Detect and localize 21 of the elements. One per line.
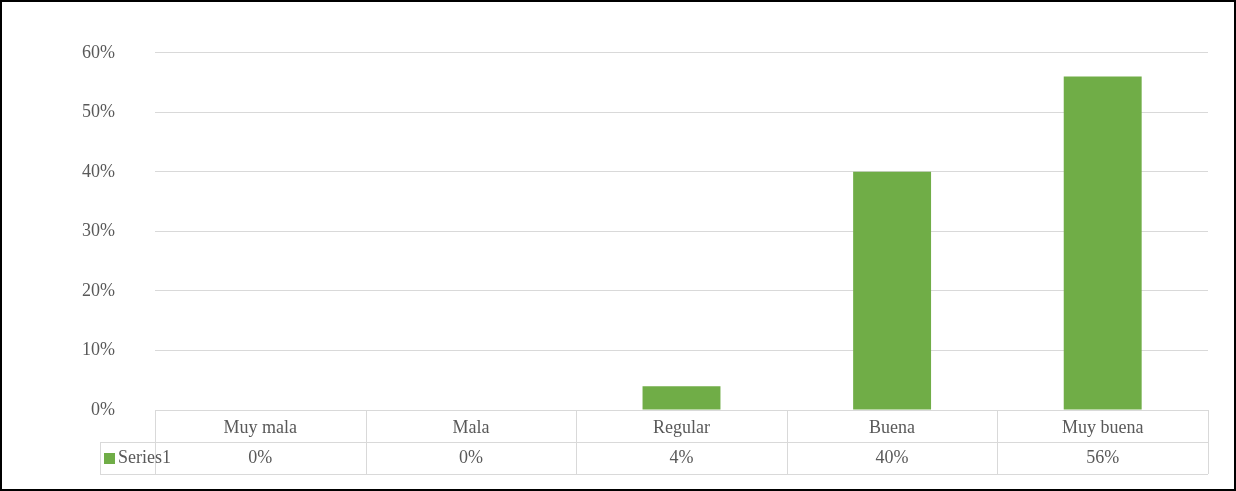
x-tick-label: Mala [452, 416, 490, 437]
text: 0% [458, 446, 483, 467]
text: 0% [248, 446, 273, 467]
y-tick-label: 30% [82, 220, 115, 241]
x-tick-label: Muy buena [1061, 416, 1144, 437]
y-tick-label: 20% [82, 279, 115, 300]
bar [853, 171, 932, 410]
legend-label: Series1 [118, 446, 171, 467]
y-tick-label: 0% [91, 398, 115, 419]
x-tick-label: Buena [869, 416, 916, 437]
text: 40% [875, 446, 909, 467]
y-tick-label: 40% [82, 160, 115, 181]
y-tick-label: 10% [82, 339, 115, 360]
bar [642, 386, 721, 410]
y-tick-label: 60% [82, 41, 115, 62]
text: 4% [669, 446, 694, 467]
text: 56% [1086, 446, 1120, 467]
bar [1063, 76, 1142, 410]
y-tick-label: 50% [82, 101, 115, 122]
x-tick-label: Muy mala [223, 416, 298, 437]
x-tick-label: Regular [653, 416, 710, 437]
